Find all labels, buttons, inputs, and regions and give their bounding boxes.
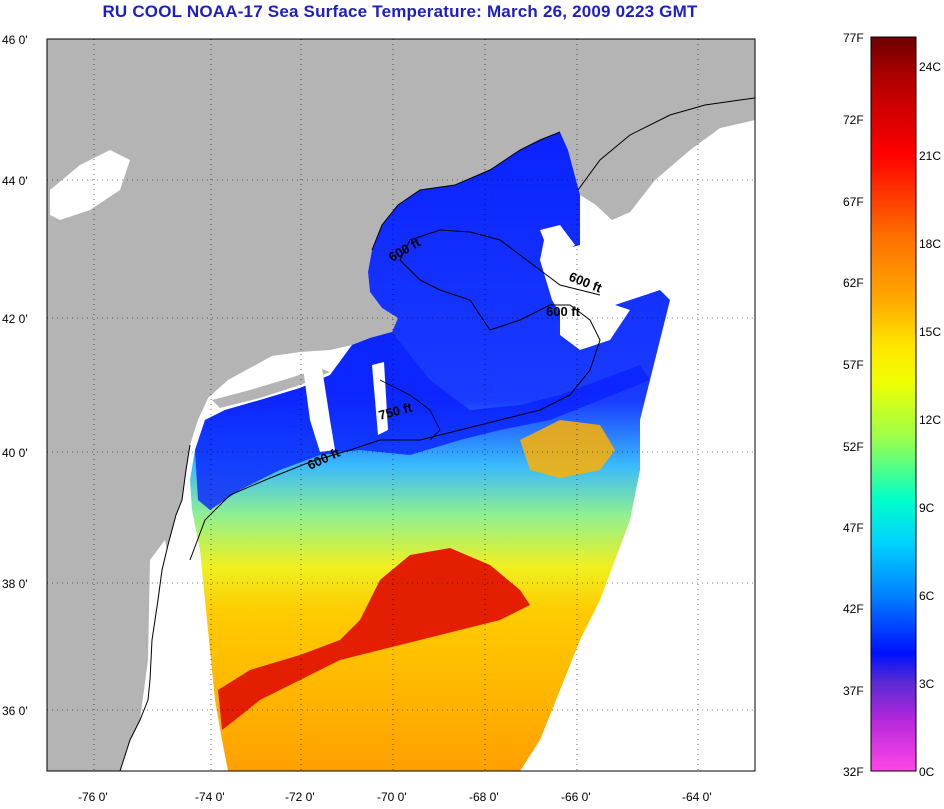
colorbar-c-label: 6C: [919, 589, 935, 603]
colorbar: [870, 36, 917, 772]
colorbar-c-label: 21C: [919, 149, 941, 163]
lon-tick-label: -72 0': [285, 790, 315, 804]
colorbar-f-label: 72F: [843, 113, 864, 127]
colorbar-c-label: 3C: [919, 677, 935, 691]
colorbar-f-label: 37F: [843, 684, 864, 698]
colorbar-celsius-labels: 24C 21C 18C 15C 12C 9C 6C 3C 0C: [919, 60, 941, 779]
land-mass: [47, 39, 755, 771]
lon-tick-label: -64 0': [682, 790, 712, 804]
colorbar-c-label: 9C: [919, 501, 935, 515]
colorbar-f-label: 67F: [843, 195, 864, 209]
lon-tick-label: -74 0': [195, 790, 225, 804]
depth-contour: [379, 379, 441, 441]
colorbar-f-label: 47F: [843, 521, 864, 535]
lon-tick-label: -76 0': [78, 790, 108, 804]
gulf-stream-warm-core: [218, 548, 530, 730]
cloud-gap: [540, 225, 575, 255]
colorbar-c-label: 18C: [919, 237, 941, 251]
cloud-gap: [560, 300, 630, 350]
lat-tick-label: 46 0': [2, 33, 28, 47]
lat-tick-label: 40 0': [2, 446, 28, 460]
map-title: RU COOL NOAA-17 Sea Surface Temperature:…: [102, 2, 698, 21]
colorbar-f-label: 32F: [843, 765, 864, 779]
colorbar-f-label: 77F: [843, 31, 864, 45]
land-no-data-patch: [128, 540, 172, 771]
lat-tick-label: 38 0': [2, 577, 28, 591]
colorbar-f-label: 42F: [843, 602, 864, 616]
coastline: [119, 97, 755, 771]
nova-scotia-land: [578, 98, 755, 220]
colorbar-f-label: 52F: [843, 440, 864, 454]
colorbar-fahrenheit-labels: 77F 72F 67F 62F 57F 52F 47F 42F 37F 32F: [843, 31, 864, 779]
colorbar-c-label: 0C: [919, 765, 935, 779]
longitude-axis: -76 0' -74 0' -72 0' -70 0' -68 0' -66 0…: [78, 790, 712, 804]
graticule: [47, 39, 755, 771]
colorbar-f-label: 62F: [843, 276, 864, 290]
colorbar-f-label: 57F: [843, 358, 864, 372]
warm-eddy: [520, 420, 615, 478]
lat-tick-label: 42 0': [2, 312, 28, 326]
sst-field: [190, 132, 670, 771]
cold-shelf-water: [195, 332, 650, 510]
cloud-gap: [372, 362, 388, 435]
lat-tick-label: 44 0': [2, 174, 28, 188]
colorbar-c-label: 24C: [919, 60, 941, 74]
latitude-axis: 46 0' 44 0' 42 0' 40 0' 38 0' 36 0': [2, 33, 28, 718]
lon-tick-label: -66 0': [561, 790, 591, 804]
map-border: [46, 38, 756, 772]
colorbar-c-label: 15C: [919, 325, 941, 339]
land-no-data-patch: [50, 150, 130, 220]
lon-tick-label: -70 0': [377, 790, 407, 804]
cloud-gap: [302, 355, 335, 452]
lon-tick-label: -68 0': [469, 790, 499, 804]
lat-tick-label: 36 0': [2, 704, 28, 718]
depth-contour: [399, 229, 601, 331]
contour-label: 600 ft: [546, 304, 581, 319]
long-island-land: [212, 368, 330, 408]
depth-contour: [189, 304, 601, 561]
colorbar-c-label: 12C: [919, 413, 941, 427]
